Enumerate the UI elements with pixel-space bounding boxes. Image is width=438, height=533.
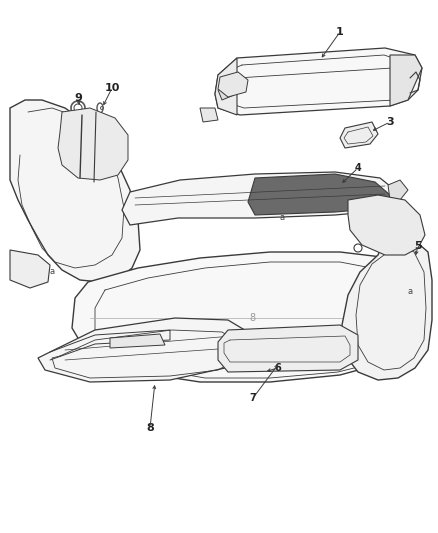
Text: 1: 1	[336, 27, 344, 37]
Text: 6: 6	[275, 363, 281, 373]
Text: 4: 4	[355, 163, 361, 173]
Text: 8: 8	[249, 313, 255, 323]
Polygon shape	[110, 334, 165, 348]
Text: 5: 5	[414, 241, 422, 251]
Polygon shape	[388, 180, 408, 200]
Polygon shape	[58, 108, 128, 180]
Polygon shape	[342, 230, 432, 380]
Polygon shape	[38, 318, 248, 382]
Polygon shape	[72, 252, 415, 382]
Text: 9: 9	[74, 93, 82, 103]
Polygon shape	[10, 100, 140, 282]
Text: 3: 3	[386, 117, 394, 127]
Polygon shape	[122, 172, 395, 225]
Polygon shape	[390, 55, 422, 106]
Polygon shape	[348, 195, 425, 255]
Text: a: a	[49, 268, 55, 277]
Text: a: a	[279, 214, 285, 222]
Polygon shape	[248, 174, 390, 215]
Text: 7: 7	[250, 393, 256, 403]
Polygon shape	[215, 48, 422, 115]
Polygon shape	[218, 325, 358, 372]
Polygon shape	[218, 72, 248, 97]
Text: 10: 10	[104, 83, 120, 93]
Polygon shape	[10, 250, 50, 288]
Polygon shape	[200, 108, 218, 122]
Polygon shape	[340, 122, 378, 148]
Polygon shape	[218, 85, 234, 100]
Text: a: a	[407, 287, 413, 296]
Polygon shape	[215, 58, 237, 115]
Text: 8: 8	[146, 423, 154, 433]
